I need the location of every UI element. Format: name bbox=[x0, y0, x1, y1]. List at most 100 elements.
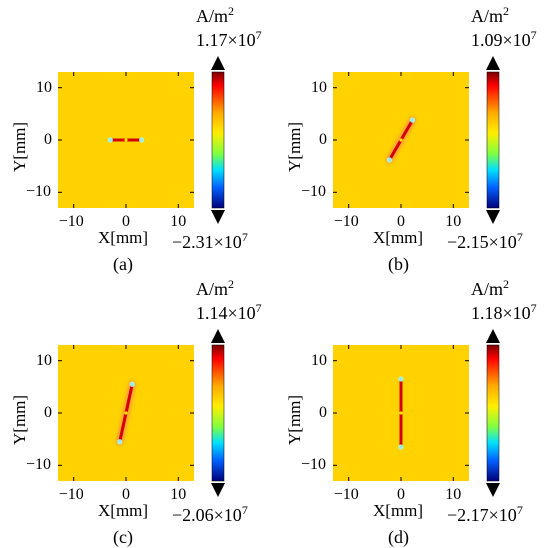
crack-tip-1 bbox=[107, 137, 113, 143]
x-tick-label: 10 bbox=[445, 213, 462, 230]
colorbar-max-label: 1.14×107 bbox=[196, 301, 262, 324]
crack-center bbox=[124, 138, 128, 142]
crack-tip-2 bbox=[398, 376, 404, 382]
colorbar-min-label: −2.31×107 bbox=[172, 230, 248, 253]
colorbar-min-arrow bbox=[486, 210, 500, 224]
panel-caption: (d) bbox=[388, 527, 409, 547]
colorbar bbox=[486, 344, 500, 482]
colorbar-max-label-exp: 7 bbox=[255, 301, 262, 315]
colorbar-units: A/m2 bbox=[196, 4, 234, 27]
crack-tip-2 bbox=[139, 137, 145, 143]
colorbar-units: A/m2 bbox=[471, 4, 509, 27]
y-tick-label: 0 bbox=[319, 131, 327, 148]
colorbar-max-label-base: 1.09×10 bbox=[471, 30, 531, 50]
y-axis-label: Y[mm] bbox=[10, 121, 29, 172]
colorbar-max-label-base: 1.18×10 bbox=[471, 303, 531, 323]
heatmap-svg bbox=[333, 56, 500, 224]
crack-center bbox=[124, 411, 128, 415]
crack-tip-1 bbox=[117, 439, 123, 445]
colorbar-max-arrow bbox=[211, 329, 225, 343]
colorbar-units-base: A/m bbox=[196, 279, 229, 299]
y-tick-label: −10 bbox=[26, 183, 52, 201]
colorbar-max-label-base: 1.14×10 bbox=[196, 303, 256, 323]
colorbar-units-exp: 2 bbox=[503, 4, 510, 18]
y-tick-label: 0 bbox=[44, 131, 52, 148]
colorbar-min-label-exp: 7 bbox=[241, 230, 248, 244]
colorbar-min-label: −2.17×107 bbox=[447, 503, 523, 526]
y-tick-label: 0 bbox=[319, 404, 327, 421]
panel-a: −10 0 10 10 0 −10 A/m2 1.17×107 −2.31×107 X[mm] Y[… bbox=[0, 0, 275, 274]
x-tick-label: −10 bbox=[58, 213, 84, 230]
colorbar-max-label-exp: 7 bbox=[255, 28, 262, 42]
crack-tip-1 bbox=[386, 157, 393, 163]
x-tick-label: 0 bbox=[122, 486, 130, 503]
x-tick-label: −10 bbox=[333, 213, 359, 230]
colorbar-min-label-base: −2.31×10 bbox=[172, 232, 242, 252]
x-axis-label: X[mm] bbox=[98, 501, 149, 520]
colorbar-min-arrow bbox=[211, 483, 225, 497]
x-tick-label: 0 bbox=[122, 213, 130, 230]
colorbar-units: A/m2 bbox=[471, 277, 509, 300]
heatmap-svg bbox=[333, 329, 500, 497]
x-axis-label: X[mm] bbox=[98, 228, 149, 247]
y-axis-label: Y[mm] bbox=[285, 121, 304, 172]
colorbar-max-label: 1.09×107 bbox=[471, 28, 537, 51]
heatmap-svg bbox=[58, 56, 225, 224]
y-tick-label: 10 bbox=[311, 78, 327, 96]
colorbar-max-label-exp: 7 bbox=[530, 301, 537, 315]
y-tick-label: −10 bbox=[26, 456, 52, 474]
colorbar-max-arrow bbox=[486, 56, 500, 70]
x-axis-label: X[mm] bbox=[373, 501, 424, 520]
panel-caption: (b) bbox=[388, 254, 409, 274]
panel-b: −10 0 10 10 0 −10 A/m2 1.09×107 −2.15×107 X[mm] Y[… bbox=[275, 0, 550, 274]
panel-d: −10 0 10 10 0 −10 A/m2 1.18×107 −2.17×107 X[mm] Y[… bbox=[275, 273, 550, 547]
colorbar-max-label-exp: 7 bbox=[530, 28, 537, 42]
panel-caption: (a) bbox=[113, 254, 133, 274]
y-tick-label: 10 bbox=[36, 78, 52, 96]
y-tick-label: 10 bbox=[36, 351, 52, 369]
colorbar-max-arrow bbox=[211, 56, 225, 70]
colorbar-max-label-base: 1.17×10 bbox=[196, 30, 256, 50]
x-tick-label: 10 bbox=[445, 486, 462, 503]
panel-caption: (c) bbox=[113, 527, 133, 547]
crack-tip-2 bbox=[409, 117, 416, 123]
y-tick-label: −10 bbox=[301, 183, 327, 201]
colorbar-min-label-exp: 7 bbox=[516, 503, 523, 517]
colorbar-max-label: 1.17×107 bbox=[196, 28, 262, 51]
x-tick-label: 10 bbox=[170, 486, 187, 503]
colorbar bbox=[211, 71, 225, 209]
x-tick-label: −10 bbox=[333, 486, 359, 503]
colorbar-units-exp: 2 bbox=[228, 277, 235, 291]
colorbar-units-base: A/m bbox=[196, 6, 229, 26]
y-tick-label: 10 bbox=[311, 351, 327, 369]
heatmap-svg bbox=[58, 329, 225, 497]
colorbar-units-exp: 2 bbox=[503, 277, 510, 291]
colorbar-min-label-exp: 7 bbox=[516, 230, 523, 244]
y-tick-label: 0 bbox=[44, 404, 52, 421]
colorbar bbox=[211, 344, 225, 482]
colorbar-units-base: A/m bbox=[471, 279, 504, 299]
x-tick-label: 10 bbox=[170, 213, 187, 230]
y-axis-label: Y[mm] bbox=[10, 394, 29, 445]
colorbar-min-label: −2.15×107 bbox=[447, 230, 523, 253]
crack-center bbox=[399, 411, 403, 415]
colorbar-min-label-base: −2.06×10 bbox=[172, 505, 242, 525]
colorbar-units-base: A/m bbox=[471, 6, 504, 26]
colorbar bbox=[486, 71, 500, 209]
x-tick-label: 0 bbox=[397, 486, 405, 503]
colorbar-max-arrow bbox=[486, 329, 500, 343]
x-tick-label: −10 bbox=[58, 486, 84, 503]
colorbar-min-label: −2.06×107 bbox=[172, 503, 248, 526]
y-tick-label: −10 bbox=[301, 456, 327, 474]
colorbar-min-label-base: −2.15×10 bbox=[447, 232, 517, 252]
crack-tip-2 bbox=[129, 381, 135, 387]
x-tick-label: 0 bbox=[397, 213, 405, 230]
colorbar-min-label-exp: 7 bbox=[241, 503, 248, 517]
colorbar-min-arrow bbox=[211, 210, 225, 224]
crack-center bbox=[399, 138, 403, 142]
y-axis-label: Y[mm] bbox=[285, 394, 304, 445]
x-axis-label: X[mm] bbox=[373, 228, 424, 247]
colorbar-max-label: 1.18×107 bbox=[471, 301, 537, 324]
colorbar-units: A/m2 bbox=[196, 277, 234, 300]
colorbar-units-exp: 2 bbox=[228, 4, 235, 18]
